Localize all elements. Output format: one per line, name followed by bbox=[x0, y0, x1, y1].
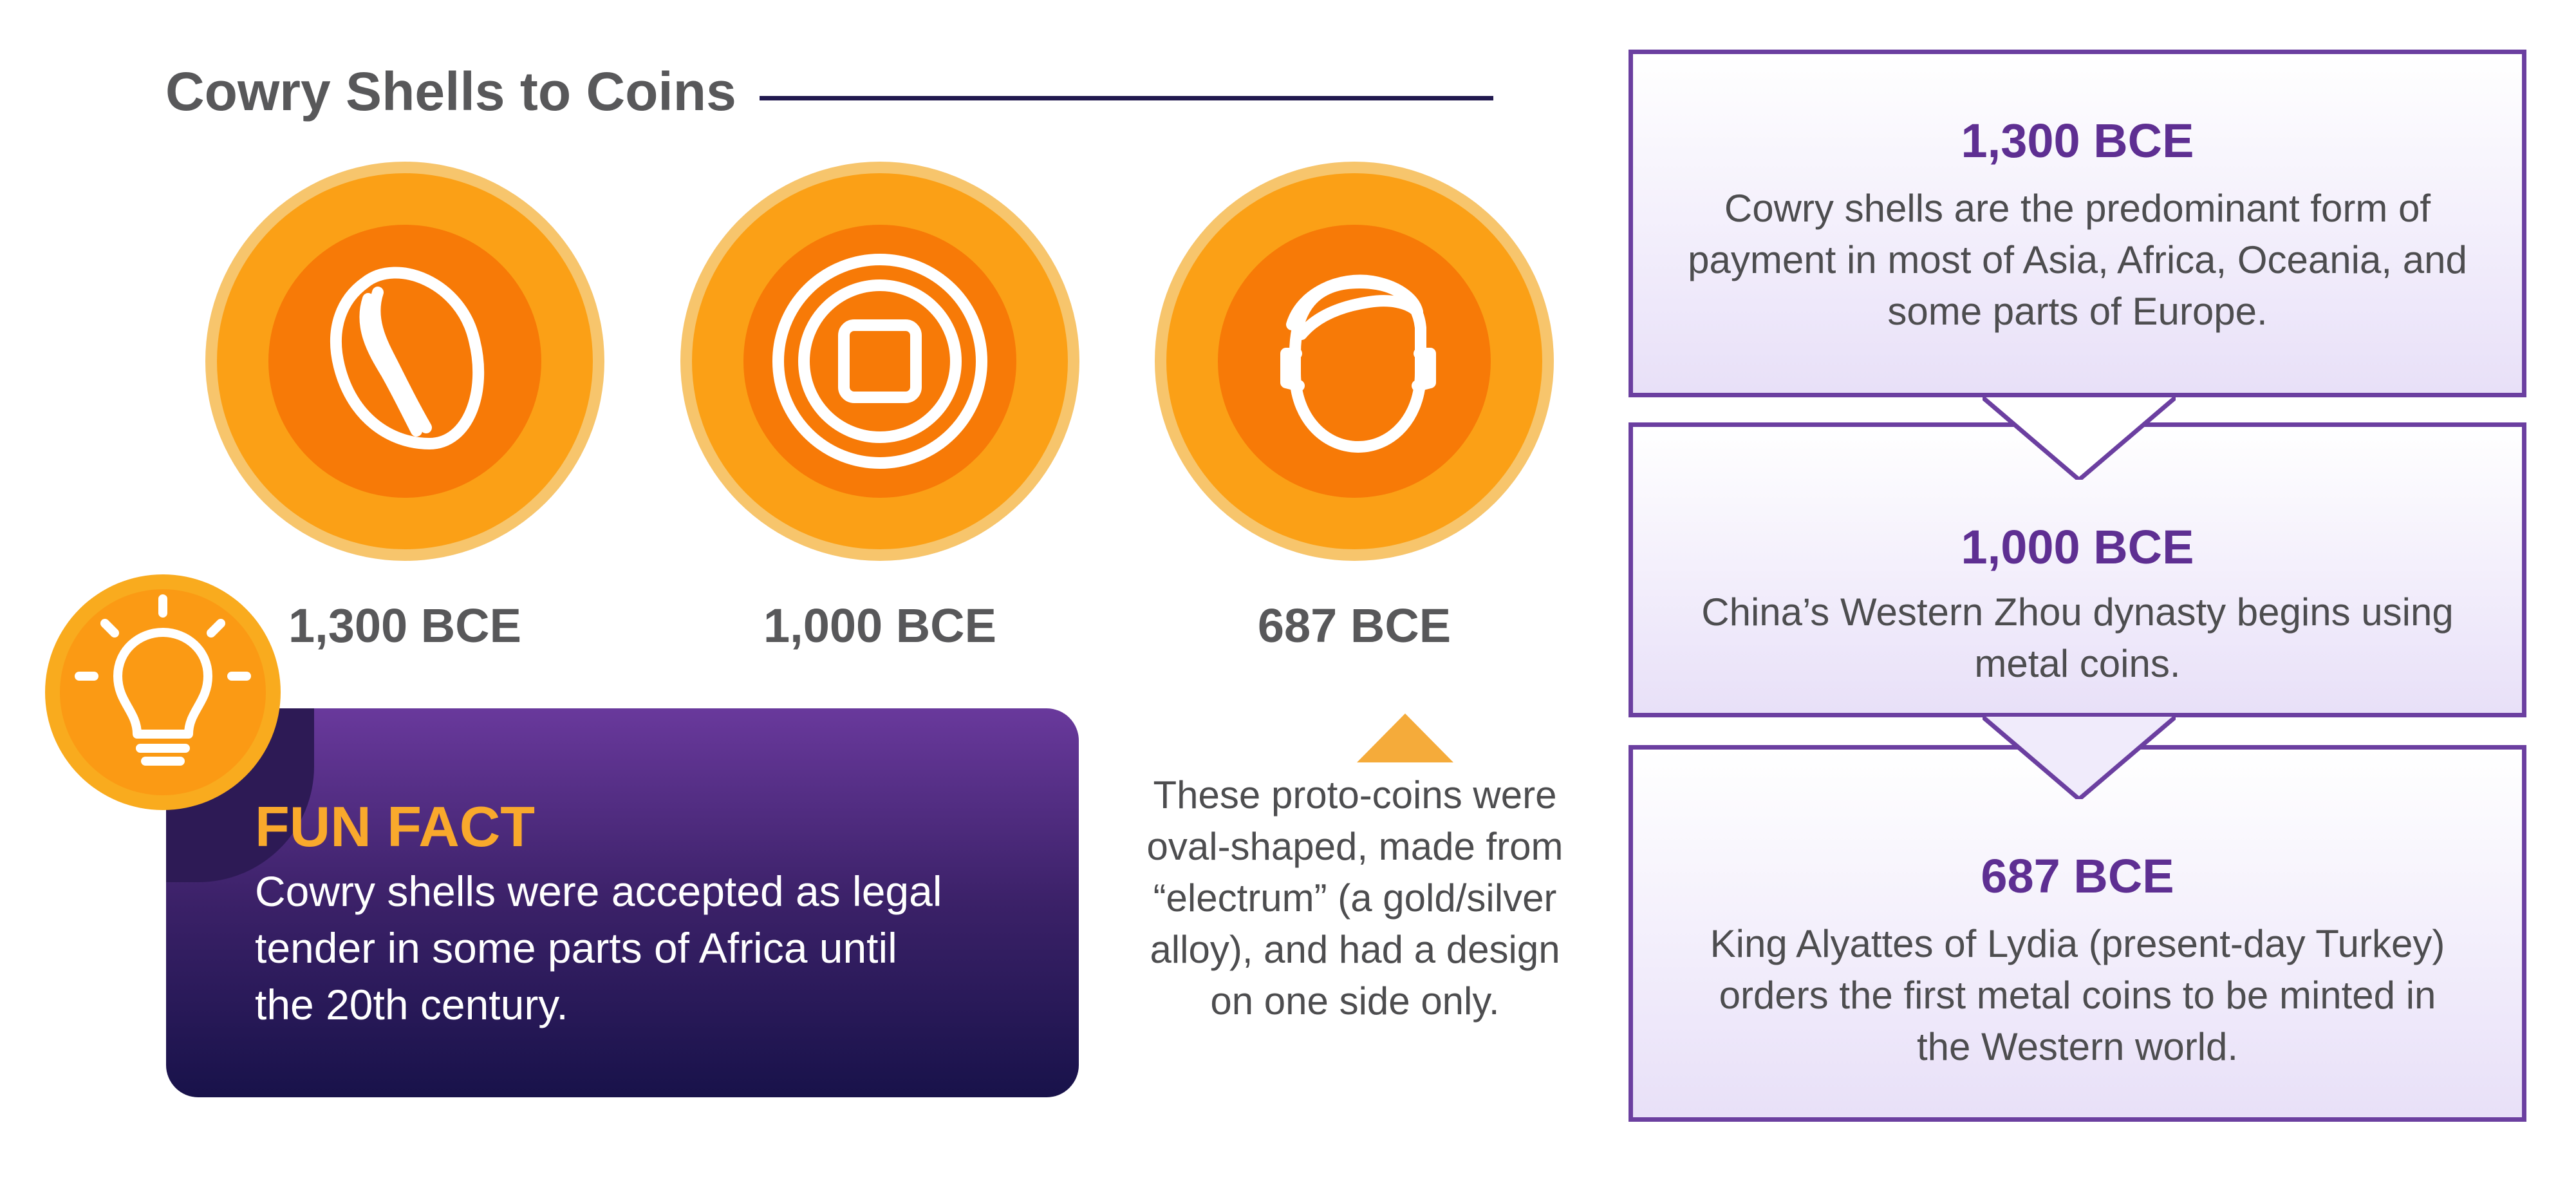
fun-fact-title: FUN FACT bbox=[255, 795, 536, 858]
lightbulb-icon bbox=[45, 574, 281, 810]
timeline-box-3: 687 BCE King Alyattes of Lydia (present-… bbox=[1629, 745, 2526, 1122]
timeline-year: 1,300 BCE bbox=[1961, 114, 2194, 167]
note-line: “electrum” (a gold/silver bbox=[1153, 876, 1557, 920]
fun-fact-text: Cowry shells were accepted as legal tend… bbox=[255, 863, 1002, 1033]
title-rule bbox=[760, 96, 1493, 100]
timeline-line: metal coins. bbox=[1974, 642, 2181, 685]
timeline-box-1: 1,300 BCE Cowry shells are the predomina… bbox=[1629, 50, 2526, 397]
timeline-line: Cowry shells are the predominant form of bbox=[1724, 187, 2431, 230]
medallion-head-coin bbox=[1153, 160, 1555, 562]
timeline-description: Cowry shells are the predominant form of… bbox=[1672, 183, 2483, 337]
timeline-line: orders the first metal coins to be minte… bbox=[1719, 974, 2436, 1017]
note-line: These proto-coins were bbox=[1153, 773, 1557, 817]
timeline-line: payment in most of Asia, Africa, Oceania… bbox=[1688, 238, 2467, 281]
medallion-year-3: 687 BCE bbox=[1257, 599, 1451, 652]
lightbulb-badge bbox=[44, 573, 282, 811]
timeline-description: China’s Western Zhou dynasty begins usin… bbox=[1672, 587, 2483, 690]
proto-coin-note: These proto-coins were oval-shaped, made… bbox=[1133, 770, 1577, 1027]
timeline-chevron-down-icon bbox=[1983, 709, 2176, 799]
medallion-cowry bbox=[204, 160, 606, 562]
timeline-description: King Alyattes of Lydia (present-day Turk… bbox=[1672, 918, 2483, 1073]
timeline-year: 687 BCE bbox=[1981, 849, 2174, 903]
timeline-line: King Alyattes of Lydia (present-day Turk… bbox=[1710, 922, 2445, 965]
medallion-square-coin bbox=[679, 160, 1081, 562]
timeline-chevron-down-icon bbox=[1983, 390, 2176, 480]
square-hole-coin-icon bbox=[680, 162, 1079, 561]
cowry-shell-icon bbox=[205, 162, 604, 561]
timeline-year: 1,000 BCE bbox=[1961, 520, 2194, 574]
timeline-line: some parts of Europe. bbox=[1887, 290, 2268, 333]
medallion-year-1: 1,300 BCE bbox=[288, 599, 521, 652]
fun-fact-line: the 20th century. bbox=[255, 981, 568, 1028]
fun-fact-line: Cowry shells were accepted as legal bbox=[255, 867, 942, 915]
note-line: alloy), and had a design bbox=[1150, 928, 1560, 971]
callout-arrow-icon bbox=[1357, 713, 1453, 762]
fun-fact-line: tender in some parts of Africa until bbox=[255, 924, 897, 972]
timeline-line: the Western world. bbox=[1916, 1025, 2239, 1068]
note-line: on one side only. bbox=[1210, 979, 1500, 1023]
medallion-year-2: 1,000 BCE bbox=[763, 599, 996, 652]
head-profile-coin-icon bbox=[1155, 162, 1554, 561]
timeline-line: China’s Western Zhou dynasty begins usin… bbox=[1701, 590, 2454, 634]
note-line: oval-shaped, made from bbox=[1146, 825, 1563, 868]
page-title: Cowry Shells to Coins bbox=[165, 61, 736, 122]
